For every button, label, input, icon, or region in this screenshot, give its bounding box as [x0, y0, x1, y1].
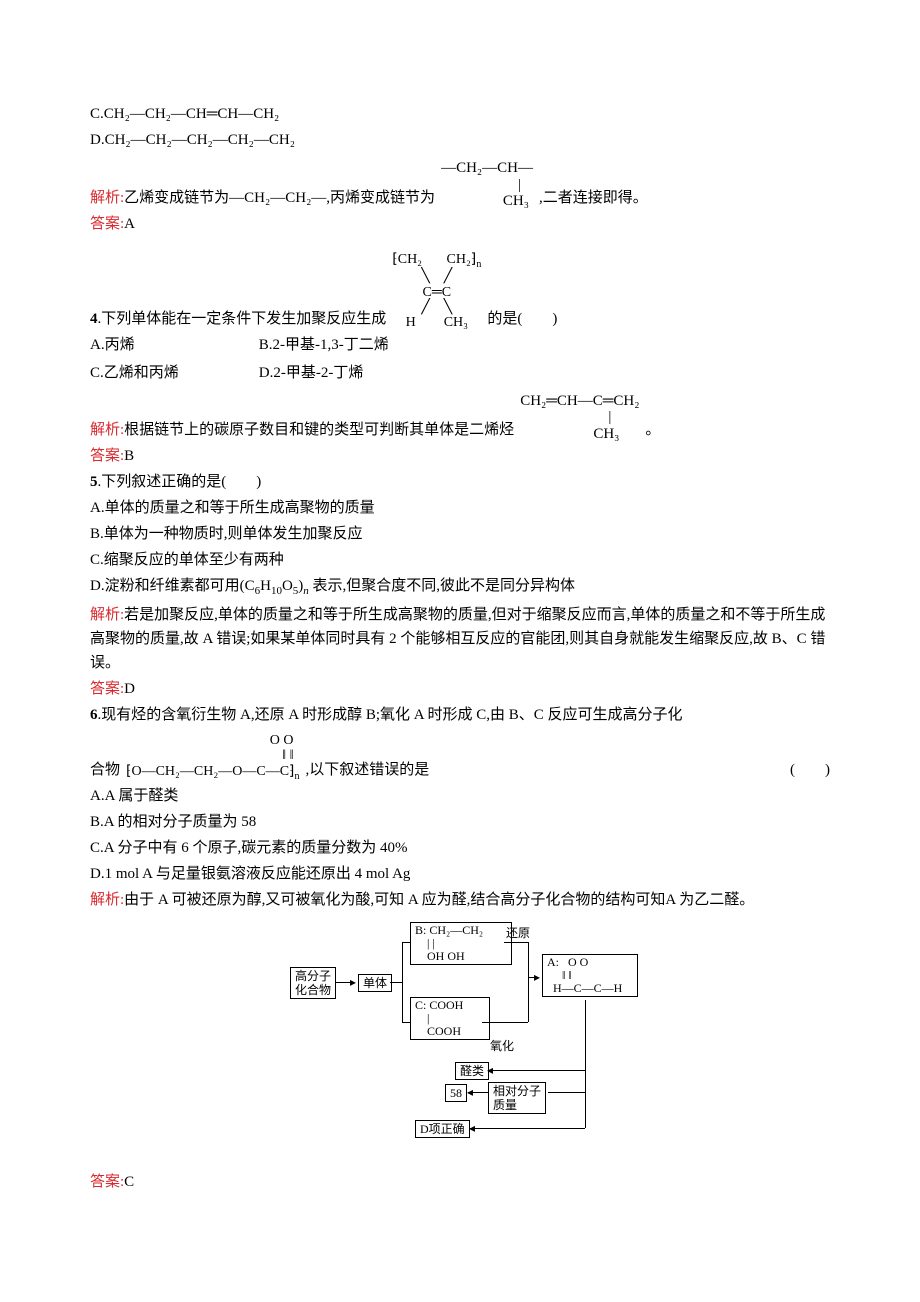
- q6-option-d: D.1 mol A 与足量银氨溶液反应能还原出 4 mol Ag: [90, 862, 830, 886]
- q3-daan-value: A: [124, 216, 135, 232]
- q6-number: 6: [90, 707, 98, 723]
- q5-stem: .下列叙述正确的是( ): [98, 474, 262, 490]
- q6-stem2-pre: 合物: [90, 758, 120, 782]
- q6-option-b: B.A 的相对分子质量为 58: [90, 810, 830, 834]
- q6-daan-label: 答案:: [90, 1174, 124, 1190]
- q5-option-b: B.单体为一种物质时,则单体发生加聚反应: [90, 522, 830, 546]
- diagram-mw-box: 相对分子 质量: [488, 1082, 546, 1115]
- q6-polymer-chem: O O ‖ ‖ ⁅O—CH₂—CH₂—O—C—C⁆n: [126, 733, 300, 782]
- diagram-reduction-label: 还原: [506, 924, 530, 943]
- q4-option-c: C.乙烯和丙烯: [90, 361, 179, 385]
- diagram-b-box: B: CH₂—CH₂ | | OH OH: [410, 922, 512, 966]
- q3-option-c: C.CH₂—CH₂—CH═CH—CH₂: [90, 102, 830, 126]
- diagram-polymer-box: 高分子 化合物: [290, 967, 336, 1000]
- q3-jiexi-text2: ,二者连接即得。: [539, 186, 648, 210]
- q4-stem2: 的是( ): [487, 307, 557, 331]
- q3-chem-fragment: —CH₂—CH— | CH₃: [441, 160, 533, 210]
- q3-option-d: D.CH₂—CH₂—CH₂—CH₂—CH₂: [90, 128, 830, 152]
- q3-daan-label: 答案:: [90, 216, 124, 232]
- q6-blank: ( ): [790, 758, 830, 782]
- q5-daan-value: D: [124, 681, 135, 697]
- q6-option-a: A.A 属于醛类: [90, 784, 830, 808]
- q5-option-a: A.单体的质量之和等于所生成高聚物的质量: [90, 496, 830, 520]
- q4-option-d: D.2-甲基-2-丁烯: [259, 361, 389, 385]
- q5-daan-label: 答案:: [90, 681, 124, 697]
- q6-jiexi: 解析:由于 A 可被还原为醇,又可被氧化为酸,可知 A 应为醛,结合高分子化合物…: [90, 888, 830, 912]
- q4-stem1: .下列单体能在一定条件下发生加聚反应生成: [98, 311, 387, 327]
- diagram-oxidation-label: 氧化: [490, 1037, 514, 1056]
- q4-daan-value: B: [124, 448, 134, 464]
- q6-daan-value: C: [124, 1174, 134, 1190]
- q3-jiexi-text1: 乙烯变成链节为—CH₂—CH₂—,丙烯变成链节为: [124, 190, 435, 206]
- q4-jiexi-label: 解析:: [90, 422, 124, 438]
- q4-jiexi-tail: 。: [645, 418, 660, 442]
- q5-option-c: C.缩聚反应的单体至少有两种: [90, 548, 830, 572]
- diagram-aldehyde-box: 醛类: [455, 1062, 489, 1080]
- diagram-d-correct-box: D项正确: [415, 1120, 470, 1138]
- diagram-a-box: A: O O ‖ ‖ H—C—C—H: [542, 954, 638, 998]
- q4-option-b: B.2-甲基-1,3-丁二烯: [259, 333, 389, 357]
- q4-option-a: A.丙烯: [90, 333, 179, 357]
- q6-stem1: .现有烃的含氧衍生物 A,还原 A 时形成醇 B;氧化 A 时形成 C,由 B、…: [98, 707, 683, 723]
- diagram-58-box: 58: [445, 1084, 467, 1102]
- diagram-monomer-box: 单体: [358, 974, 392, 992]
- q5-jiexi: 解析:若是加聚反应,单体的质量之和等于所生成高聚物的质量,但对于缩聚反应而言,单…: [90, 603, 830, 675]
- q3-jiexi-label: 解析:: [90, 190, 124, 206]
- q4-jiexi-chem: CH₂═CH—C═CH₂ | CH₃: [520, 393, 639, 443]
- diagram-c-box: C: COOH | COOH: [410, 997, 490, 1041]
- q4-number: 4: [90, 311, 98, 327]
- q6-stem2-post: ,以下叙述错误的是: [306, 758, 430, 782]
- q4-jiexi-text: 根据链节上的碳原子数目和键的类型可判断其单体是二烯烃: [124, 422, 514, 438]
- q4-chem-structure: ⁅CH₂ CH₂⁆n ╲ ╱ C═C ╱ ╲ H CH₃: [392, 252, 481, 331]
- q6-option-c: C.A 分子中有 6 个原子,碳元素的质量分数为 40%: [90, 836, 830, 860]
- q5-option-d: D.淀粉和纤维素都可用(C6H10O5)n 表示,但聚合度不同,彼此不是同分异构…: [90, 574, 830, 601]
- q6-flow-diagram: 高分子 化合物 ▸ 单体 B: CH₂—CH₂ | | OH OH 还原: [90, 922, 830, 1160]
- q5-number: 5: [90, 474, 98, 490]
- q4-daan-label: 答案:: [90, 448, 124, 464]
